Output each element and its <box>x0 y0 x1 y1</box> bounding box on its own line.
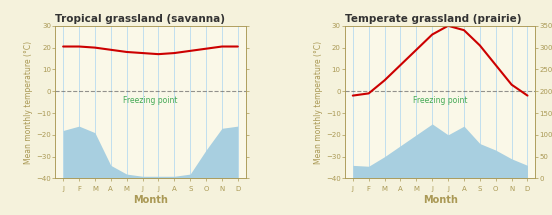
Text: Freezing point: Freezing point <box>413 96 468 104</box>
Y-axis label: Mean monthly temperature (°C): Mean monthly temperature (°C) <box>314 41 323 164</box>
Text: Temperate grassland (prairie): Temperate grassland (prairie) <box>345 14 522 24</box>
Text: Freezing point: Freezing point <box>123 96 178 104</box>
Text: Tropical grassland (savanna): Tropical grassland (savanna) <box>55 14 225 24</box>
X-axis label: Month: Month <box>133 195 168 205</box>
Y-axis label: Mean monthly temperature (°C): Mean monthly temperature (°C) <box>24 41 33 164</box>
X-axis label: Month: Month <box>423 195 458 205</box>
